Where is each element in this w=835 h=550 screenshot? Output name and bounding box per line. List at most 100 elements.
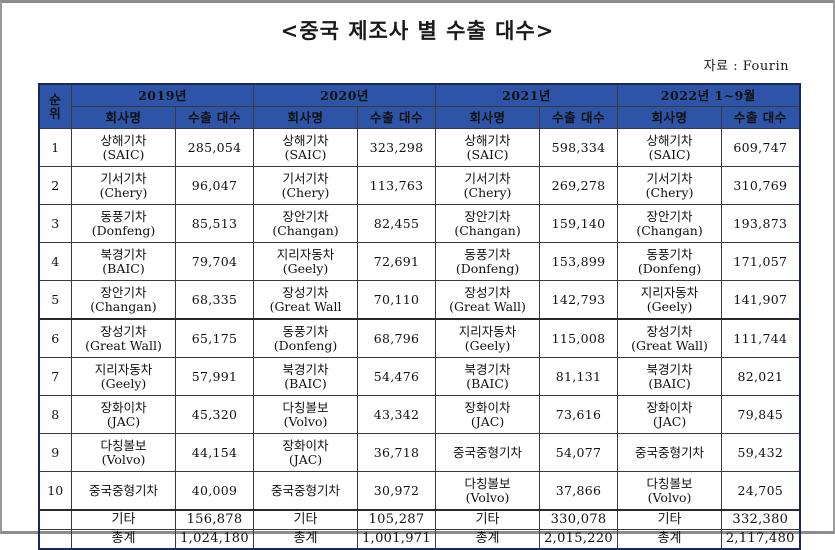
export-qty-cell: 82,455 — [357, 204, 437, 243]
company-name-cell: 장성기차 (Great Wall) — [71, 318, 176, 358]
rank-cell: 9 — [38, 433, 72, 472]
header-row-years: 순 위 2019년 2020년 2021년 2022년 1~9월 — [38, 83, 801, 129]
header-year-2019: 2019년 — [70, 83, 255, 107]
total-label-cell: 총계 — [617, 529, 723, 550]
total-qty-cell: 2,117,480 — [721, 529, 801, 550]
header-rank-line2: 위 — [49, 105, 62, 121]
company-name-cell: 북경기차 (BAIC) — [617, 357, 723, 396]
table-row: 8 장화이차 (JAC) 45,320 다칭볼보 (Volvo) 43,342 장화이차 … — [38, 395, 801, 434]
table-header: 순 위 2019년 2020년 2021년 2022년 1~9월 회사명 수출 … — [38, 83, 801, 129]
export-qty-cell: 68,796 — [357, 318, 437, 358]
rank-cell: 10 — [38, 471, 72, 511]
total-label-cell: 총계 — [253, 529, 359, 550]
table-body: 1 상해기차 (SAIC) 285,054 상해기차 (SAIC) 323,298 상해기… — [38, 128, 801, 550]
page-title: <중국 제조사 별 수출 대수> — [280, 18, 555, 43]
other-label-cell: 기타 — [71, 509, 176, 530]
company-name-cell: 장성기차 (Great Wall — [253, 280, 359, 320]
company-name-cell: 기서기차 (Chery) — [253, 166, 359, 205]
company-name-cell: 상해기차 (SAIC) — [253, 128, 359, 167]
export-qty-cell: 59,432 — [721, 433, 801, 472]
export-qty-cell: 36,718 — [357, 433, 437, 472]
header-row-subcolumns: 회사명 수출 대수 회사명 수출 대수 회사명 수출 대수 회사명 수출 대수 — [39, 106, 801, 129]
export-qty-cell: 111,744 — [721, 318, 801, 358]
export-qty-cell: 85,513 — [174, 204, 255, 243]
rank-cell: 2 — [38, 166, 72, 205]
rank-cell-empty — [38, 509, 72, 530]
company-name-cell: 북경기차 (BAIC) — [71, 242, 176, 281]
export-qty-cell: 598,334 — [539, 128, 619, 167]
company-name-cell: 장안기차 (Changan) — [71, 280, 176, 320]
header-qty-2022: 수출 대수 — [721, 106, 801, 129]
header-company-2019: 회사명 — [71, 106, 176, 129]
other-qty-cell: 332,380 — [721, 509, 801, 530]
export-qty-cell: 310,769 — [721, 166, 801, 205]
table-row: 1 상해기차 (SAIC) 285,054 상해기차 (SAIC) 323,298 상해기… — [38, 128, 801, 167]
rank-cell: 6 — [38, 318, 72, 358]
company-name-cell: 북경기차 (BAIC) — [253, 357, 359, 396]
rank-cell: 5 — [38, 280, 72, 320]
total-qty-cell: 2,015,220 — [539, 529, 619, 550]
export-qty-cell: 24,705 — [721, 471, 801, 511]
export-qty-cell: 57,991 — [174, 357, 255, 396]
rank-cell-empty — [38, 529, 72, 550]
header-company-2021: 회사명 — [435, 106, 541, 129]
table-row: 7 지리자동차 (Geely) 57,991 북경기차 (BAIC) 54,476 북경기… — [38, 357, 801, 396]
company-name-cell: 중국중형기차 — [435, 433, 541, 472]
other-qty-cell: 156,878 — [174, 509, 255, 530]
company-name-cell: 장안기차 (Changan) — [617, 204, 723, 243]
export-qty-cell: 54,077 — [539, 433, 619, 472]
header-qty-2020: 수출 대수 — [357, 106, 437, 129]
export-qty-cell: 44,154 — [174, 433, 255, 472]
company-name-cell: 동풍기차 (Donfeng) — [253, 318, 359, 358]
company-name-cell: 다칭볼보 (Volvo) — [71, 433, 176, 472]
company-name-cell: 지리자동차 (Geely) — [71, 357, 176, 396]
company-name-cell: 동풍기차 (Donfeng) — [435, 242, 541, 281]
header-rank: 순 위 — [38, 83, 72, 129]
rank-cell: 3 — [38, 204, 72, 243]
export-qty-cell: 142,793 — [539, 280, 619, 320]
company-name-cell: 장성기차 (Great Wall) — [435, 280, 541, 320]
export-qty-cell: 609,747 — [721, 128, 801, 167]
other-label-cell: 기타 — [435, 509, 541, 530]
company-name-cell: 지리자동차 (Geely) — [253, 242, 359, 281]
total-label-cell: 총계 — [71, 529, 176, 550]
company-name-cell: 상해기차 (SAIC) — [617, 128, 723, 167]
total-row: 총계 1,024,180 총계 1,001,971 총계 2,015,220 총계 2,117… — [38, 529, 801, 550]
total-qty-cell: 1,024,180 — [174, 529, 255, 550]
table-row: 4 북경기차 (BAIC) 79,704 지리자동차 (Geely) 72,691 동풍기… — [38, 242, 801, 281]
company-name-cell: 기서기차 (Chery) — [71, 166, 176, 205]
export-qty-cell: 269,278 — [539, 166, 619, 205]
company-name-cell: 장화이차 (JAC) — [435, 395, 541, 434]
export-qty-cell: 159,140 — [539, 204, 619, 243]
header-qty-2021: 수출 대수 — [539, 106, 619, 129]
export-qty-cell: 40,009 — [174, 471, 255, 511]
export-table-container: 순 위 2019년 2020년 2021년 2022년 1~9월 회사명 수출 … — [37, 83, 801, 550]
export-qty-cell: 72,691 — [357, 242, 437, 281]
table-row: 10 중국중형기차 40,009 중국중형기차 30,972 다칭볼보 (Volvo) 37… — [38, 471, 801, 511]
export-qty-cell: 285,054 — [174, 128, 255, 167]
company-name-cell: 다칭볼보 (Volvo) — [435, 471, 541, 511]
company-name-cell: 지리자동차 (Geely) — [617, 280, 723, 320]
export-qty-cell: 45,320 — [174, 395, 255, 434]
export-qty-cell: 96,047 — [174, 166, 255, 205]
other-qty-cell: 330,078 — [539, 509, 619, 530]
company-name-cell: 다칭볼보 (Volvo) — [617, 471, 723, 511]
company-name-cell: 상해기차 (SAIC) — [71, 128, 176, 167]
export-qty-cell: 82,021 — [721, 357, 801, 396]
company-name-cell: 장성기차 (Great Wall) — [617, 318, 723, 358]
export-qty-cell: 115,008 — [539, 318, 619, 358]
header-rank-line1: 순 — [49, 91, 62, 107]
table-row: 3 동풍기차 (Donfeng) 85,513 장안기차 (Changan) 82,45… — [38, 204, 801, 243]
export-qty-cell: 70,110 — [357, 280, 437, 320]
company-name-cell: 동풍기차 (Donfeng) — [617, 242, 723, 281]
rank-cell: 7 — [38, 357, 72, 396]
company-name-cell: 장화이차 (JAC) — [617, 395, 723, 434]
export-qty-cell: 43,342 — [357, 395, 437, 434]
company-name-cell: 장화이차 (JAC) — [253, 433, 359, 472]
company-name-cell: 장안기차 (Changan) — [435, 204, 541, 243]
company-name-cell: 다칭볼보 (Volvo) — [253, 395, 359, 434]
export-qty-cell: 193,873 — [721, 204, 801, 243]
other-label-cell: 기타 — [617, 509, 723, 530]
total-qty-cell: 1,001,971 — [357, 529, 437, 550]
export-qty-cell: 37,866 — [539, 471, 619, 511]
